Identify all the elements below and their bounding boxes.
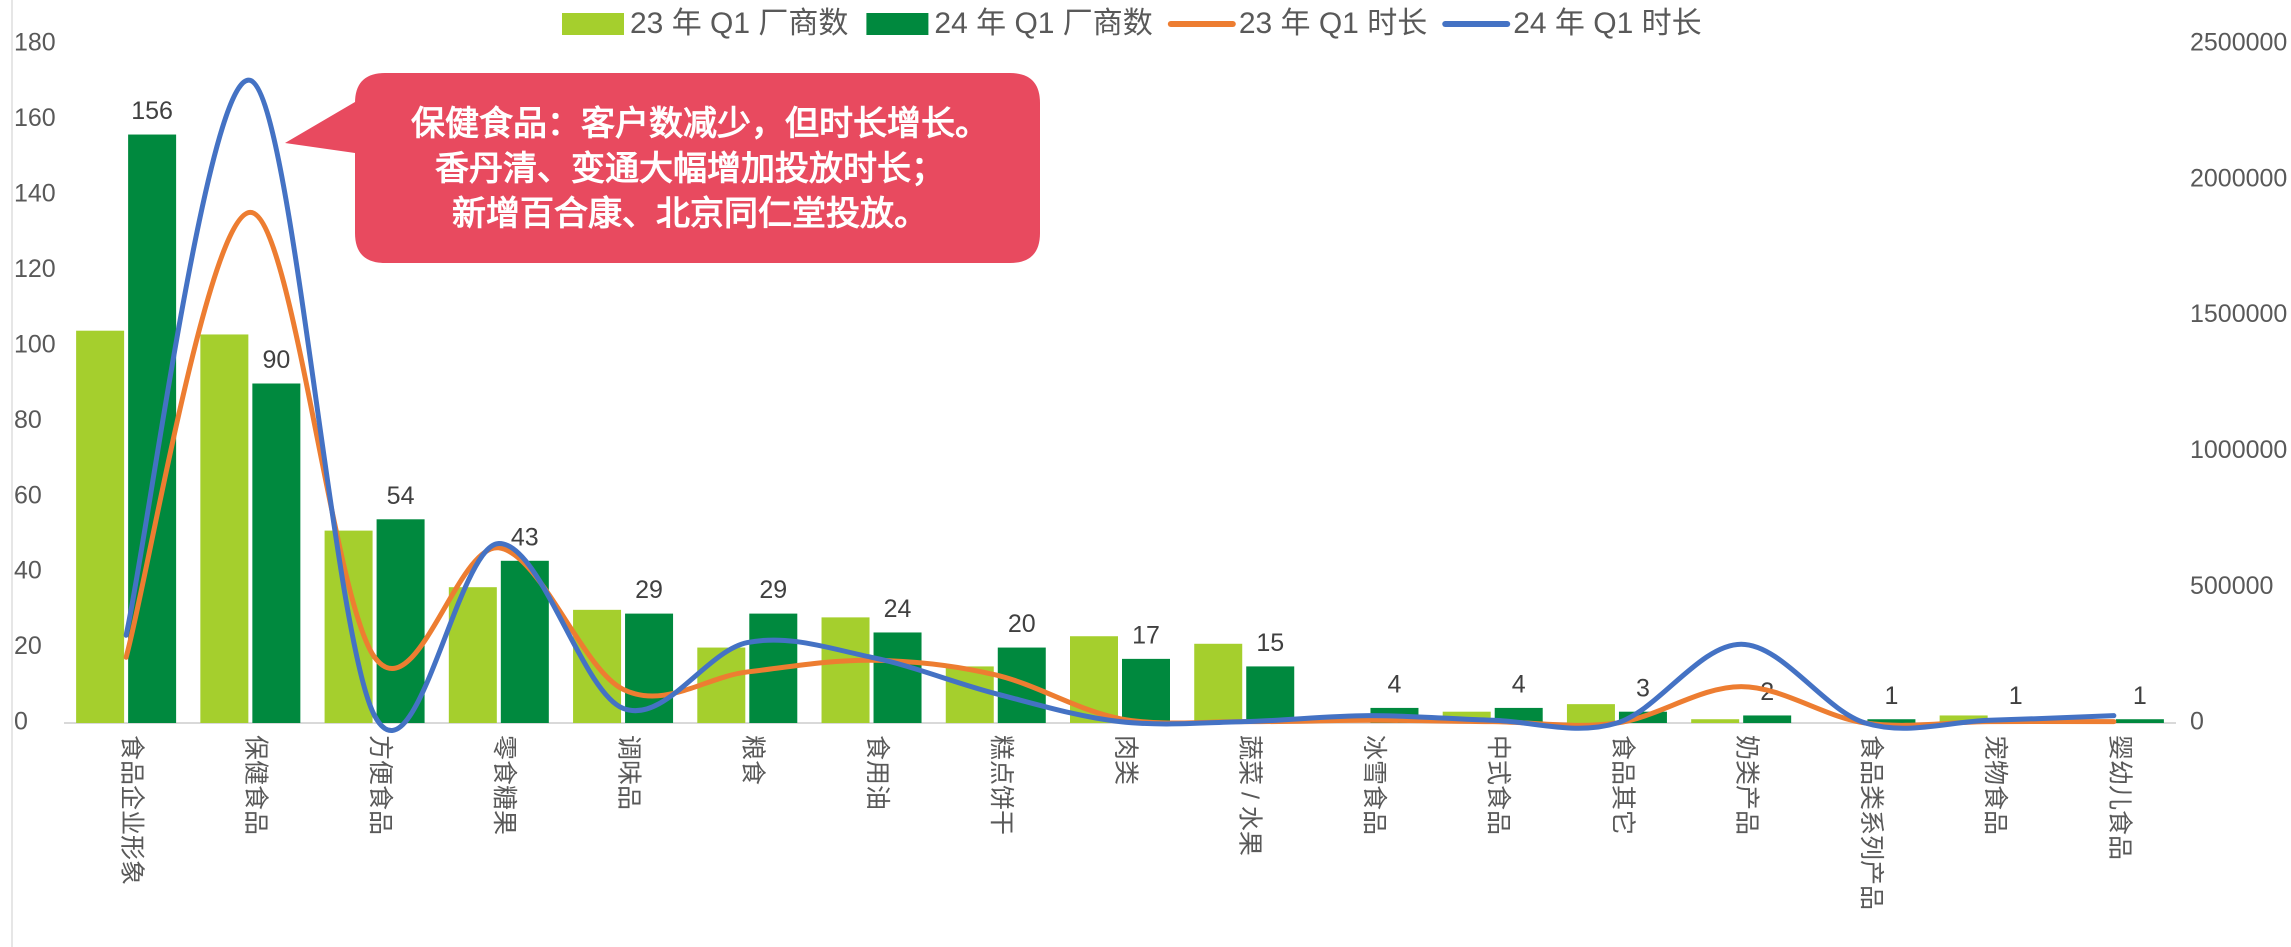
value-label: 20	[1008, 610, 1036, 638]
value-label: 54	[387, 482, 415, 510]
callout	[285, 73, 1040, 263]
bar	[625, 613, 674, 723]
value-label: 1	[2133, 682, 2147, 710]
value-label: 3	[1636, 674, 1650, 702]
x-tick-label: 婴幼儿食品	[2105, 735, 2133, 860]
y-tick-label: 120	[14, 255, 56, 283]
y2-tick-label: 1500000	[2190, 300, 2287, 328]
bar	[2115, 719, 2164, 723]
x-tick-label: 粮食	[739, 735, 767, 785]
y2-tick-label: 1000000	[2190, 436, 2287, 464]
bar	[873, 632, 922, 723]
bar	[1939, 715, 1988, 723]
y-tick-label: 0	[14, 708, 28, 736]
x-tick-label: 食品其它	[1608, 735, 1636, 835]
bar	[1122, 658, 1170, 723]
legend-label: 24 年 Q1 时长	[1513, 7, 1701, 40]
y-tick-label: 140	[14, 179, 56, 207]
y2-tick-label: 500000	[2190, 572, 2273, 600]
y-tick-label: 180	[14, 29, 56, 57]
value-label: 4	[1388, 671, 1402, 699]
x-tick-label: 糕点饼干	[987, 735, 1015, 835]
value-label: 1	[2009, 682, 2023, 710]
y-tick-label: 20	[14, 632, 42, 660]
x-tick-label: 方便食品	[366, 735, 394, 835]
legend-label: 24 年 Q1 厂商数	[934, 7, 1152, 40]
y2-tick-label: 2500000	[2190, 29, 2287, 57]
line	[123, 77, 2117, 733]
y-tick-label: 100	[14, 330, 56, 358]
legend-swatch	[562, 13, 624, 35]
x-tick-label: 零食糖果	[490, 735, 518, 835]
value-label: 43	[511, 523, 539, 551]
y-tick-label: 80	[14, 406, 42, 434]
value-label: 15	[1256, 629, 1284, 657]
x-tick-label: 调味品	[614, 735, 642, 810]
bar	[945, 666, 994, 723]
legend-label: 23 年 Q1 时长	[1239, 7, 1427, 40]
y2-tick-label: 0	[2190, 708, 2204, 736]
bar	[1566, 704, 1615, 723]
callout-text: 保健食品：客户数减少，但时长增长。	[411, 104, 989, 143]
value-label: 24	[884, 595, 912, 623]
x-tick-label: 食用油	[863, 735, 891, 810]
bar	[376, 519, 425, 723]
y-tick-label: 60	[14, 481, 42, 509]
legend-label: 23 年 Q1 厂商数	[630, 7, 848, 40]
value-label: 17	[1132, 621, 1160, 649]
value-label: 90	[262, 346, 290, 374]
bar	[1246, 666, 1295, 723]
bar	[1070, 636, 1118, 723]
plot: 0204060801001201401601800500000100000015…	[14, 29, 2287, 910]
y2-tick-label: 2000000	[2190, 164, 2287, 192]
value-label: 4	[1512, 671, 1526, 699]
bar	[128, 134, 177, 724]
bar	[252, 383, 301, 723]
y-tick-label: 160	[14, 104, 56, 132]
value-label: 29	[759, 576, 787, 604]
x-tick-label: 保健食品	[242, 735, 270, 835]
bar	[1743, 715, 1792, 723]
callout-text: 新增百合康、北京同仁堂投放。	[452, 194, 928, 233]
x-tick-label: 蔬菜 / 水果	[1236, 735, 1264, 856]
bar	[76, 330, 125, 723]
bar	[821, 617, 870, 723]
y-tick-label: 40	[14, 557, 42, 585]
bar	[1867, 719, 1916, 723]
bar	[200, 334, 249, 723]
x-tick-label: 食品企业形象	[118, 735, 146, 885]
value-label: 156	[131, 97, 173, 125]
x-tick-label: 中式食品	[1484, 735, 1512, 835]
bar	[1194, 643, 1243, 723]
x-tick-label: 宠物食品	[1981, 735, 2009, 835]
x-tick-label: 冰雪食品	[1360, 735, 1388, 835]
value-label: 29	[635, 576, 663, 604]
x-tick-label: 肉类	[1111, 735, 1139, 785]
x-tick-label: 奶类产品	[1733, 735, 1761, 835]
legend-swatch	[866, 13, 929, 35]
x-tick-label: 食品类系列产品	[1857, 735, 1885, 910]
value-label: 1	[1884, 682, 1898, 710]
bar	[1691, 719, 1740, 723]
callout-text: 香丹清、变通大幅增加投放时长；	[435, 150, 945, 188]
